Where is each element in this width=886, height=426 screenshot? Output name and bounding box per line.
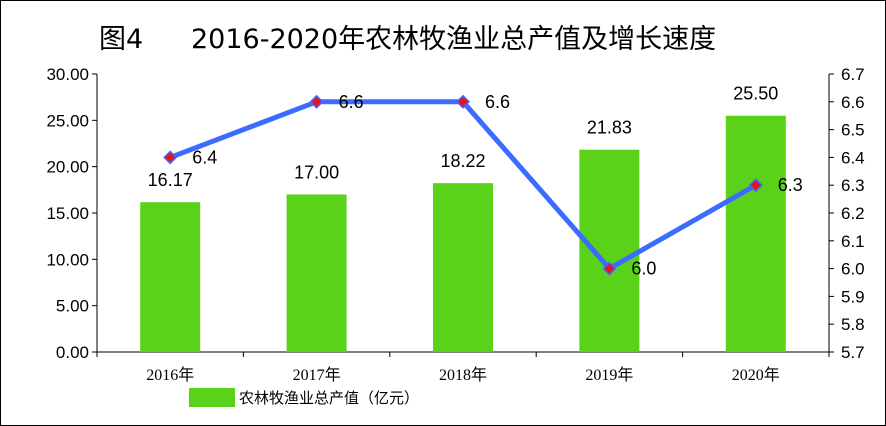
line-point-marker xyxy=(748,178,763,193)
y-left-tick-label: 15.00 xyxy=(46,204,89,223)
legend-label: 农林牧渔业总产值（亿元） xyxy=(239,389,419,407)
y-right-tick-label: 5.9 xyxy=(841,287,865,306)
x-tick-label: 2018年 xyxy=(439,366,487,384)
x-tick-label: 2019年 xyxy=(585,366,633,384)
bar xyxy=(286,194,347,352)
line-series: 6.4 6.6 6.6 6.0 6.3 xyxy=(163,92,803,279)
y-right-tick-label: 6.1 xyxy=(841,232,865,251)
y-right-tick-label: 6.5 xyxy=(841,121,865,140)
y-left-tick-label: 25.00 xyxy=(46,111,89,130)
chart-title-prefix: 图4 xyxy=(99,24,143,55)
line-data-label: 6.6 xyxy=(339,92,364,112)
line-data-label: 6.3 xyxy=(778,175,803,195)
bar xyxy=(725,115,786,352)
bar-data-label: 25.50 xyxy=(733,84,778,104)
y-right-tick-label: 6.0 xyxy=(841,260,865,279)
chart-title: 2016-2020年农林牧渔业总产值及增长速度 xyxy=(191,24,716,55)
x-tick-label: 2017年 xyxy=(293,366,341,384)
y-left-tick-label: 20.00 xyxy=(46,158,89,177)
bar-series: 16.17 17.00 18.22 21.83 25.50 xyxy=(140,84,786,352)
bar-data-label: 16.17 xyxy=(148,170,193,190)
x-tick-label: 2016年 xyxy=(146,366,194,384)
y-left-tick-label: 5.00 xyxy=(56,297,89,316)
y-right-tick-label: 6.2 xyxy=(841,204,865,223)
y-right-tick-label: 5.8 xyxy=(841,315,865,334)
y-left-tick-label: 30.00 xyxy=(46,65,89,84)
line-point-marker xyxy=(602,261,617,276)
y-right-tick-label: 6.4 xyxy=(841,148,865,167)
line-data-label: 6.6 xyxy=(485,92,510,112)
line-data-label: 6.0 xyxy=(631,259,656,279)
axes: 0.00 5.00 10.00 15.00 20.00 25.00 30.00 5.7 5.8 5… xyxy=(46,65,864,384)
y-left-tick-label: 0.00 xyxy=(56,343,89,362)
legend: 农林牧渔业总产值（亿元） xyxy=(189,388,419,407)
y-right-tick-label: 6.3 xyxy=(841,176,865,195)
y-right-tick-label: 6.7 xyxy=(841,65,865,84)
y-left-tick-label: 10.00 xyxy=(46,250,89,269)
bar-data-label: 18.22 xyxy=(440,151,485,171)
x-tick-label: 2020年 xyxy=(732,366,780,384)
bar xyxy=(140,202,201,352)
legend-swatch xyxy=(189,388,235,407)
y-right-tick-label: 6.6 xyxy=(841,93,865,112)
line-point-marker xyxy=(163,150,178,165)
line-point-marker xyxy=(455,94,471,109)
bar-data-label: 17.00 xyxy=(294,162,339,182)
y-right-tick-label: 5.7 xyxy=(841,343,865,362)
line-data-label: 6.4 xyxy=(192,147,217,167)
bar xyxy=(579,149,640,352)
bar-data-label: 21.83 xyxy=(587,118,632,138)
line-point-marker xyxy=(309,94,324,109)
bar xyxy=(433,183,493,352)
